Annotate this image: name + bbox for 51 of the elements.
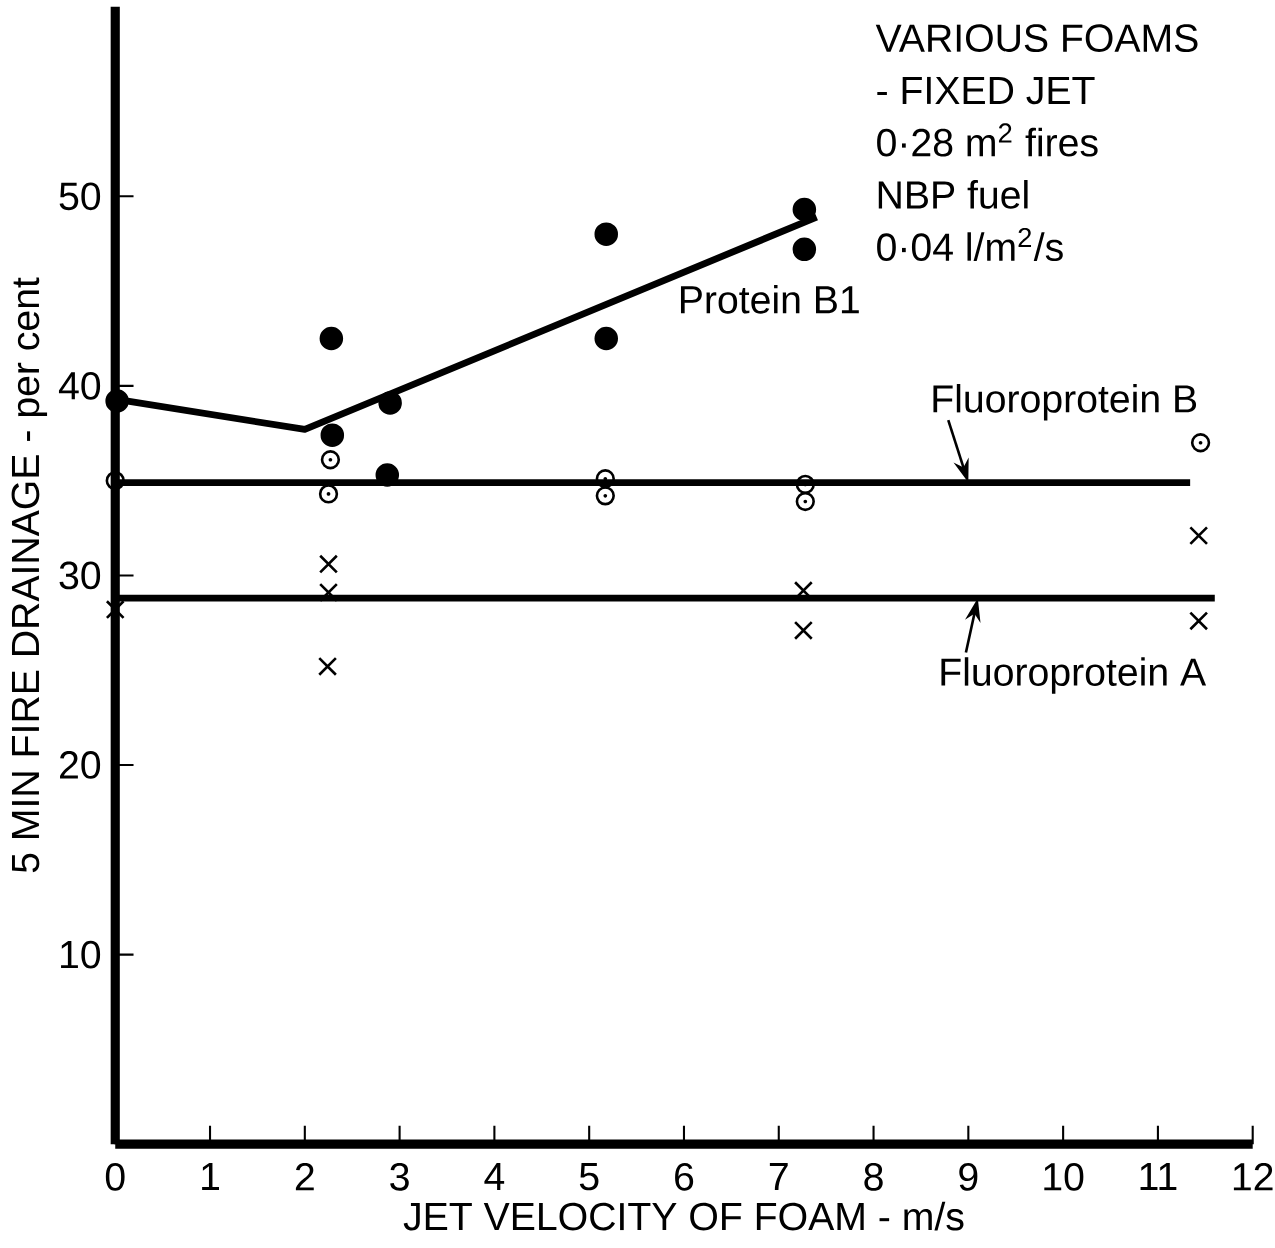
x-tick-label: 3	[390, 1162, 409, 1191]
x-axis-title: JET VELOCITY OF FOAM - m/s	[403, 1201, 964, 1231]
point	[317, 656, 338, 676]
point	[318, 554, 339, 574]
text: - FIXED JET	[877, 76, 1095, 105]
point	[795, 491, 815, 512]
y-tick-label: 30	[59, 561, 101, 590]
point	[1189, 525, 1209, 546]
annotation: Fluoroprotein B	[933, 383, 1197, 421]
point	[320, 450, 341, 470]
point	[320, 423, 345, 447]
y-tick-label: 40	[58, 371, 101, 400]
y-tick-label: 50	[59, 182, 101, 211]
x-tick-label: 4	[484, 1162, 505, 1190]
y-axis-title: 5 MIN FIRE DRAINAGE - per cent	[11, 277, 48, 873]
x-tick-label: 7	[769, 1162, 788, 1190]
point	[594, 326, 618, 351]
annotation: 0·28 m$^{2}$ fires	[877, 123, 1098, 157]
y-tick-label: 10	[61, 940, 101, 969]
x-tick-label: 9	[959, 1162, 978, 1191]
point	[792, 237, 817, 261]
x-tick-label: 11	[1140, 1162, 1177, 1190]
point	[319, 326, 344, 351]
point	[105, 389, 129, 413]
y-tick-label: 20	[60, 751, 101, 779]
x-tick-label: 5	[579, 1162, 599, 1191]
x-tick-label: 1	[202, 1162, 219, 1190]
x-tick-label: 8	[864, 1162, 883, 1191]
annotation: Protein B1	[680, 284, 859, 314]
annotation: NBP fuel	[878, 179, 1028, 209]
annotation: Fluoroprotein A	[941, 657, 1207, 694]
point	[795, 474, 815, 494]
point	[1189, 611, 1209, 631]
point	[378, 391, 402, 415]
point	[318, 484, 339, 504]
point	[594, 222, 618, 246]
chart-title: VARIOUS FOAMS	[875, 24, 1198, 52]
point	[318, 582, 339, 602]
x-tick-label: 10	[1044, 1162, 1084, 1191]
point	[595, 486, 615, 506]
x-tick-label: 6	[675, 1162, 694, 1191]
x-tick-label: 12	[1233, 1162, 1273, 1191]
point	[792, 197, 817, 222]
point	[375, 463, 400, 487]
x-tick-label: 0	[105, 1162, 125, 1191]
point	[105, 470, 125, 491]
point	[595, 468, 615, 489]
x-tick-label: 2	[295, 1162, 314, 1191]
point	[1190, 432, 1211, 453]
point	[793, 620, 814, 640]
annotation: 0·04 l/m$^{2}$/s	[877, 227, 1063, 261]
